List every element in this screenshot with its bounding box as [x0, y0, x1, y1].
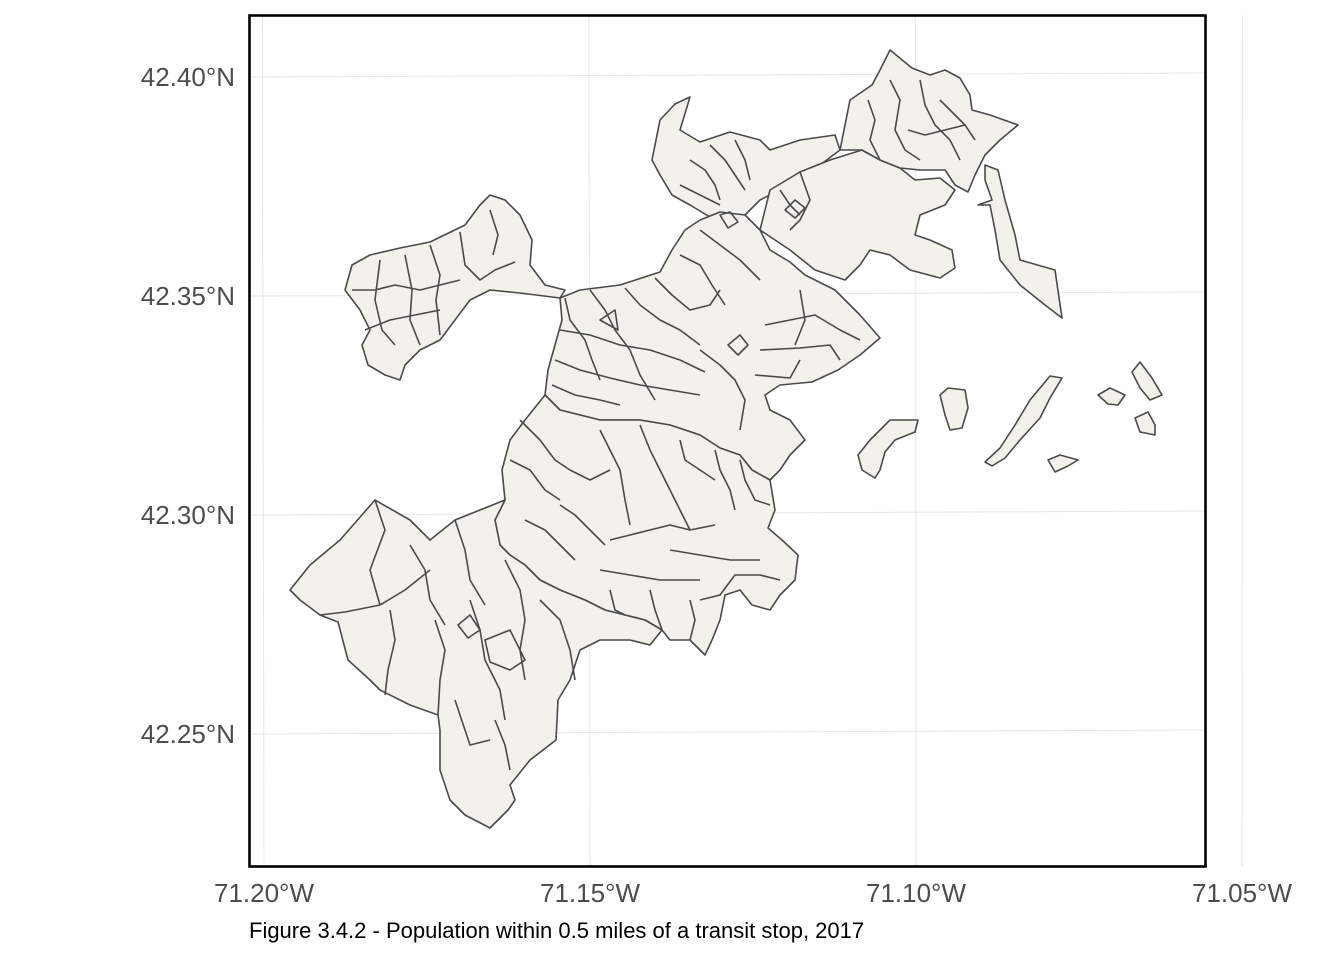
latitude-gridline: [249, 72, 1206, 78]
x-tick-label: 71.10°W: [866, 878, 966, 908]
tract-polygon: [651, 96, 841, 221]
island-polygon: [1131, 361, 1163, 401]
axis-tick-labels: 42.40°N 42.35°N 42.30°N 42.25°N 71.20°W 71.15…: [141, 62, 1293, 908]
x-tick-label: 71.20°W: [214, 878, 314, 908]
y-tick-label: 42.40°N: [141, 62, 235, 92]
tract-polygon: [289, 499, 663, 829]
x-tick-label: 71.15°W: [540, 878, 640, 908]
longitude-gridline: [261, 15, 265, 867]
latitude-gridline: [249, 729, 1206, 735]
y-tick-label: 42.35°N: [141, 281, 235, 311]
tract-polygon: [977, 164, 1063, 319]
map-panel-border: [248, 14, 1207, 868]
tract-polygon: [839, 49, 1019, 193]
island-polygon: [1097, 387, 1126, 406]
x-tick-label: 71.05°W: [1192, 878, 1292, 908]
y-tick-label: 42.30°N: [141, 500, 235, 530]
figure-caption: Figure 3.4.2 - Population within 0.5 mil…: [249, 918, 865, 943]
tract-polygon: [344, 194, 566, 381]
tract-boundaries: [319, 79, 976, 771]
island-polygon: [857, 419, 919, 479]
island-polygon: [1134, 411, 1156, 436]
island-polygon: [1047, 454, 1079, 473]
census-tract-layer: [289, 49, 1163, 829]
island-polygon: [984, 375, 1063, 467]
island-polygon: [939, 387, 969, 431]
y-tick-label: 42.25°N: [141, 719, 235, 749]
